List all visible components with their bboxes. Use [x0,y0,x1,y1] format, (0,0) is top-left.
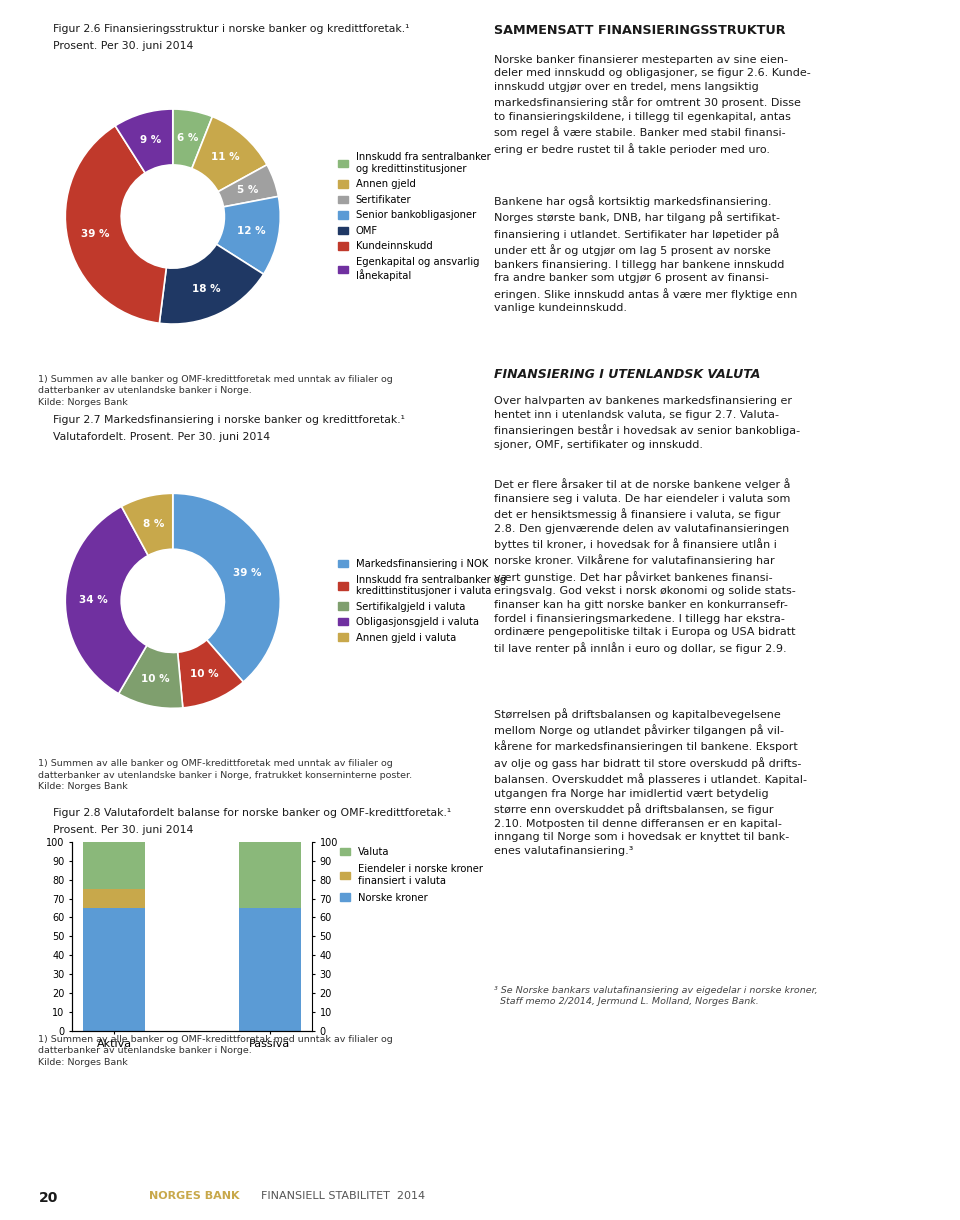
Text: 39 %: 39 % [81,229,109,239]
Wedge shape [173,493,280,682]
Wedge shape [192,117,267,192]
Legend: Valuta, Eiendeler i norske kroner
finansiert i valuta, Norske kroner: Valuta, Eiendeler i norske kroner finans… [336,843,488,906]
Wedge shape [173,109,212,168]
Text: FINANSIERING I UTENLANDSK VALUTA: FINANSIERING I UTENLANDSK VALUTA [494,368,760,382]
Legend: Markedsfinansiering i NOK, Innskudd fra sentralbanker og
kredittinstitusjoner i : Markedsfinansiering i NOK, Innskudd fra … [334,555,510,647]
Text: Figur 2.6 Finansieringsstruktur i norske banker og kredittforetak.¹: Figur 2.6 Finansieringsstruktur i norske… [53,24,409,34]
Text: SAMMENSATT FINANSIERINGSSTRUKTUR: SAMMENSATT FINANSIERINGSSTRUKTUR [494,24,786,38]
Bar [83,908,145,1031]
Text: 10 %: 10 % [141,673,170,683]
Text: Over halvparten av bankenes markedsfinansiering er
hentet inn i utenlandsk valut: Over halvparten av bankenes markedsfinan… [494,396,801,450]
Text: 1) Summen av alle banker og OMF-kredittforetak med unntak av filialer og
datterb: 1) Summen av alle banker og OMF-kredittf… [38,375,394,407]
Text: 11 %: 11 % [211,151,240,162]
Text: 10 %: 10 % [190,669,219,680]
Text: Det er flere årsaker til at de norske bankene velger å
finansiere seg i valuta. : Det er flere årsaker til at de norske ba… [494,478,796,654]
Wedge shape [178,639,243,708]
Wedge shape [216,196,280,274]
Text: 9 %: 9 % [140,135,161,145]
Text: 34 %: 34 % [79,594,108,605]
Text: 18 %: 18 % [192,283,221,294]
Text: NORGES BANK: NORGES BANK [149,1191,239,1200]
Text: 6 %: 6 % [177,133,199,144]
Text: Valutafordelt. Prosent. Per 30. juni 2014: Valutafordelt. Prosent. Per 30. juni 201… [53,432,270,442]
Text: 20: 20 [38,1191,58,1204]
Wedge shape [159,244,264,325]
Wedge shape [115,109,173,173]
Bar [83,889,145,908]
Text: Figur 2.8 Valutafordelt balanse for norske banker og OMF-kredittforetak.¹: Figur 2.8 Valutafordelt balanse for nors… [53,808,451,817]
Wedge shape [122,493,173,555]
Text: 39 %: 39 % [233,569,261,578]
Bar [239,908,301,1031]
Text: 1) Summen av alle banker og OMF-kredittforetak med unntak av filialer og
datterb: 1) Summen av alle banker og OMF-kredittf… [38,1035,394,1068]
Text: Størrelsen på driftsbalansen og kapitalbevegelsene
mellom Norge og utlandet påvi: Størrelsen på driftsbalansen og kapitalb… [494,708,807,855]
Wedge shape [65,506,148,694]
Wedge shape [118,645,182,709]
Text: Figur 2.7 Markedsfinansiering i norske banker og kredittforetak.¹: Figur 2.7 Markedsfinansiering i norske b… [53,415,405,425]
Text: 1) Summen av alle banker og OMF-kredittforetak med unntak av filialer og
datterb: 1) Summen av alle banker og OMF-kredittf… [38,759,413,792]
Wedge shape [218,165,278,207]
Bar [83,842,145,889]
Text: ³ Se Norske bankars valutafinansiering av eigedelar i norske kroner,
  Staff mem: ³ Se Norske bankars valutafinansiering a… [494,986,818,1005]
Legend: Innskudd fra sentralbanker
og kredittinstitusjoner, Annen gjeld, Sertifikater, S: Innskudd fra sentralbanker og kredittins… [334,149,494,284]
Text: Prosent. Per 30. juni 2014: Prosent. Per 30. juni 2014 [53,41,193,51]
Bar [239,842,301,908]
Text: 5 %: 5 % [237,184,258,195]
Text: 8 %: 8 % [142,518,164,528]
Text: Bankene har også kortsiktig markedsfinansiering.
Norges største bank, DNB, har t: Bankene har også kortsiktig markedsfinan… [494,195,798,314]
Text: FINANSIELL STABILITET  2014: FINANSIELL STABILITET 2014 [254,1191,425,1200]
Text: 12 %: 12 % [237,227,265,237]
Text: Norske banker finansierer mesteparten av sine eien-
deler med innskudd og obliga: Norske banker finansierer mesteparten av… [494,55,811,155]
Wedge shape [65,126,166,323]
Text: Prosent. Per 30. juni 2014: Prosent. Per 30. juni 2014 [53,825,193,834]
